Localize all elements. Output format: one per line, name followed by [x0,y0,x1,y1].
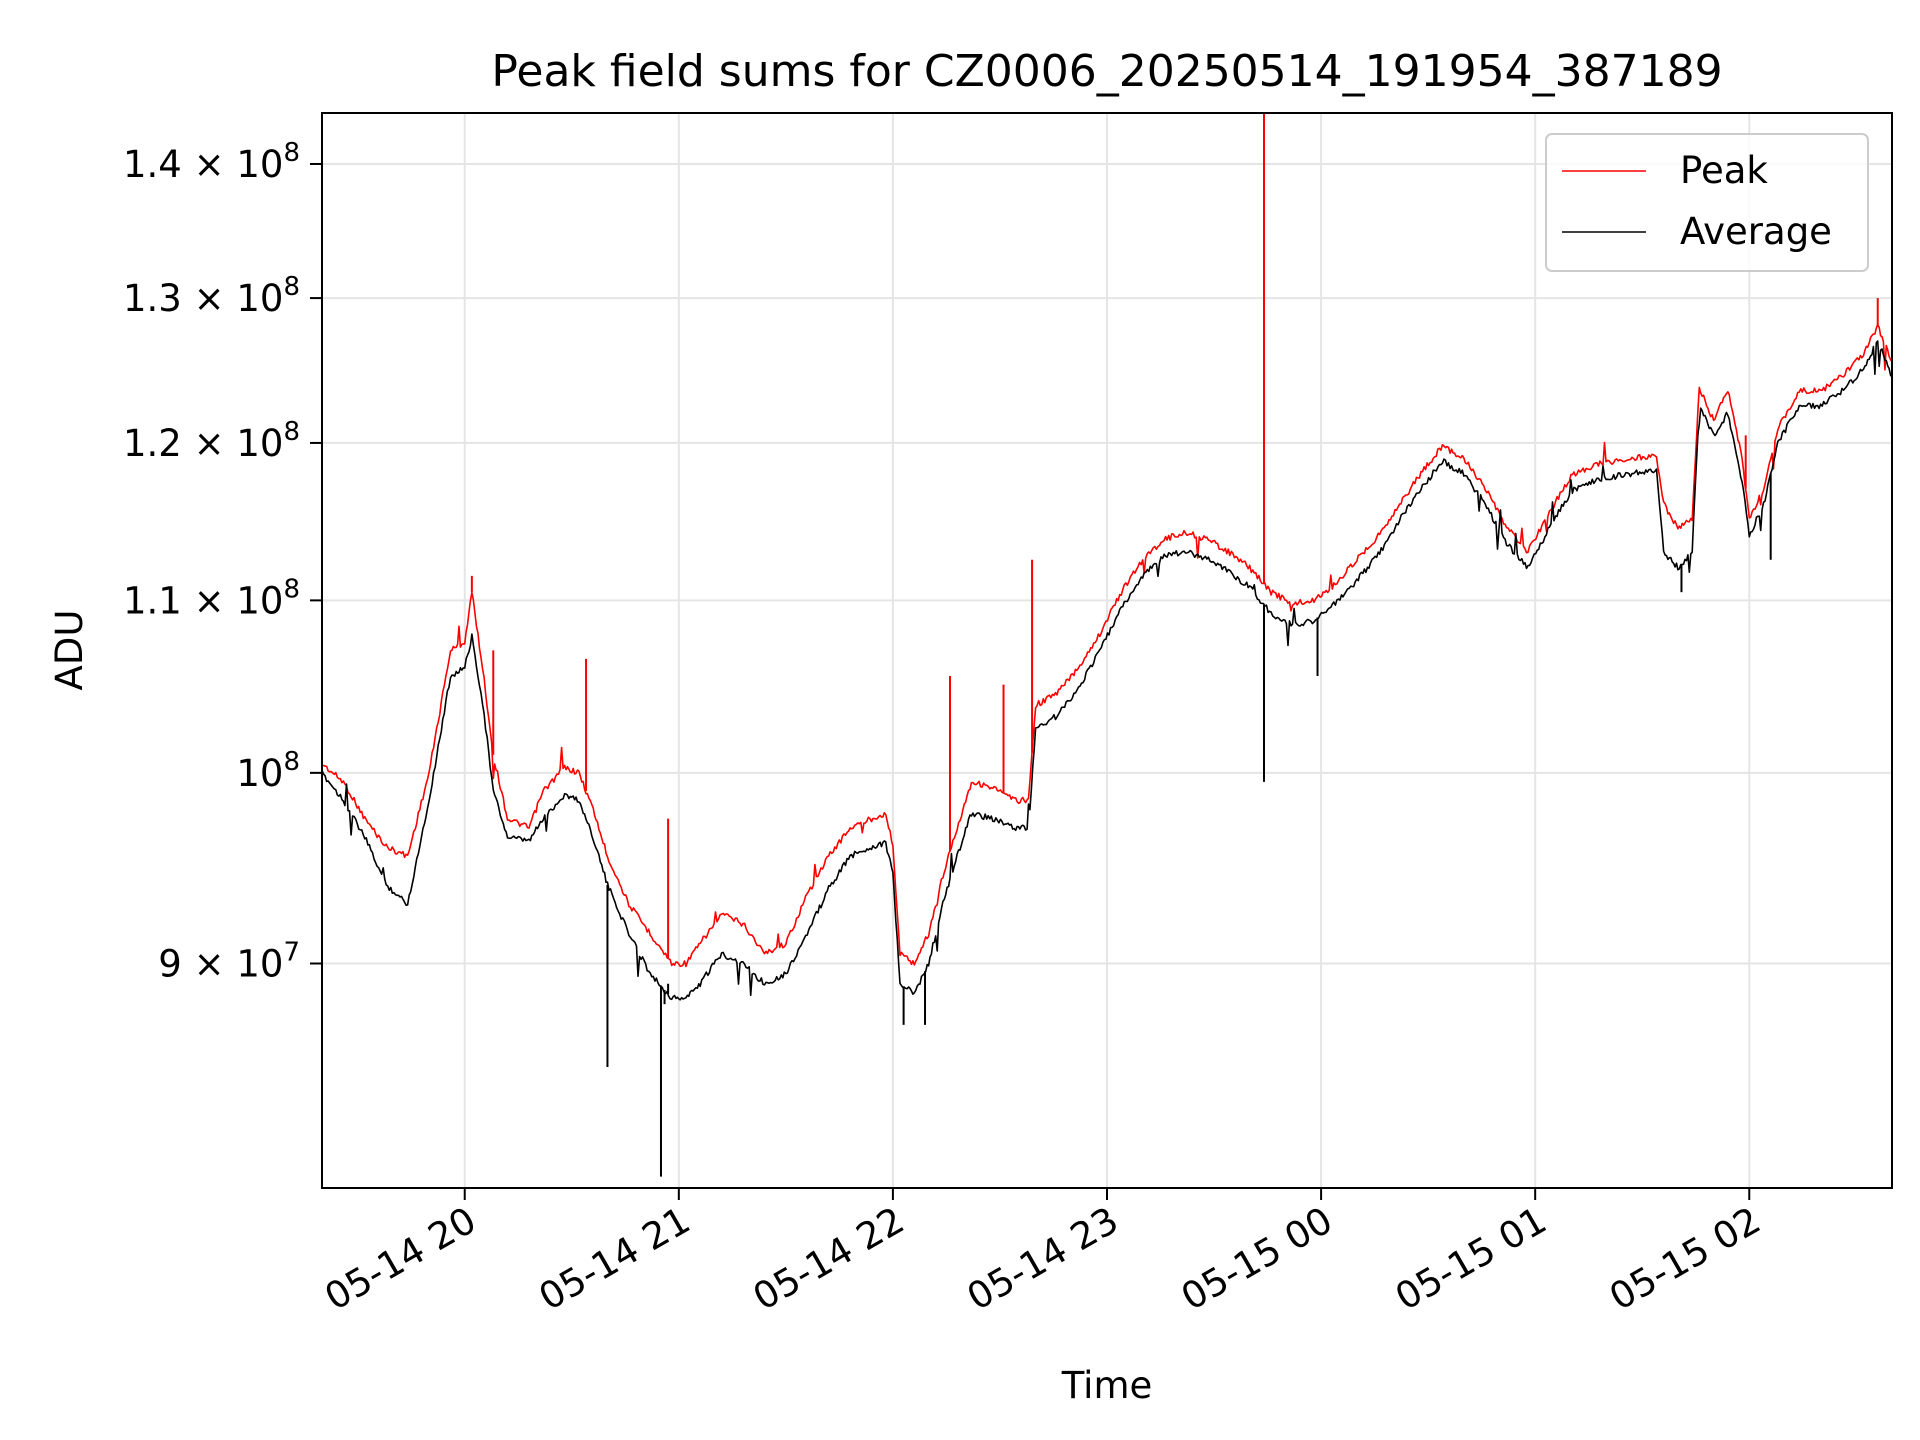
legend: Peak Average [1545,133,1869,272]
x-tick-label: 05-15 00 [1174,1199,1340,1319]
y-tick-label: 1.4 × 108 [123,138,300,186]
legend-label-peak: Peak [1680,149,1768,192]
series-line-peak [321,323,1893,968]
y-tick-label: 1.3 × 108 [123,272,300,320]
x-axis-ticks: 05-14 20 05-14 21 05-14 22 05-14 23 05-15 00… [318,1188,1768,1319]
legend-label-average: Average [1680,210,1832,253]
chart-title: Peak field sums for CZ0006_20250514_1919… [491,46,1722,97]
x-tick-label: 05-14 23 [960,1199,1126,1319]
x-tick-label: 05-15 02 [1602,1199,1768,1319]
x-axis-label: Time [1061,1364,1153,1407]
x-tick-label: 05-14 22 [746,1199,912,1319]
x-tick-label: 05-15 01 [1388,1199,1554,1319]
legend-box [1545,133,1869,272]
y-tick-label: 1.2 × 108 [123,417,300,465]
x-tick-label: 05-14 21 [532,1199,698,1319]
y-tick-label: 9 × 107 [158,938,300,986]
y-tick-label: 1.1 × 108 [123,574,300,622]
y-axis-ticks: 9 × 107 108 1.1 × 108 1.2 × 108 1.3 × 108 1.4… [123,138,322,986]
series-line-average [321,340,1893,1001]
y-axis-label: ADU [48,610,91,691]
y-tick-label: 108 [236,747,300,795]
grid-lines [322,113,1892,1188]
plot-series [321,113,1893,1177]
x-tick-label: 05-14 20 [318,1199,484,1319]
